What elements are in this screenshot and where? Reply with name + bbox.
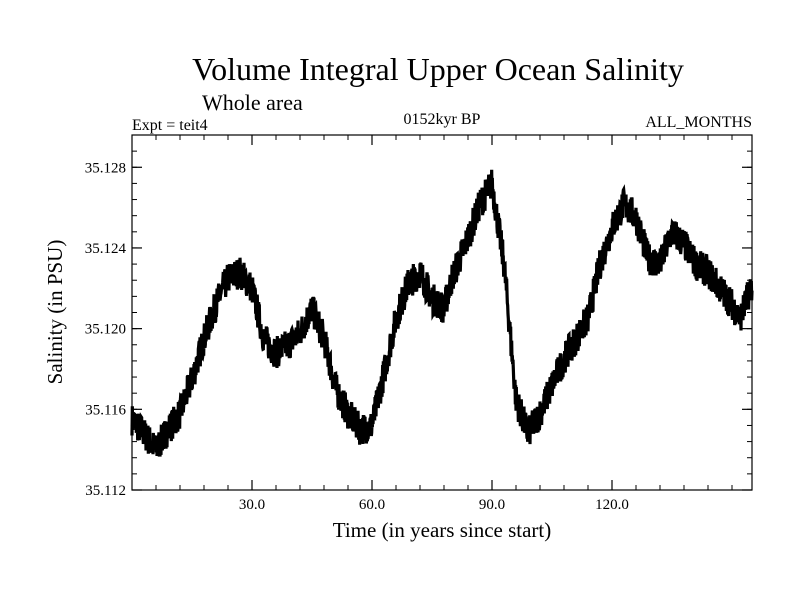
months-label: ALL_MONTHS: [645, 114, 752, 131]
x-axis-label: Time (in years since start): [333, 518, 552, 542]
period-label: 0152kyr BP: [404, 111, 481, 128]
x-axis-ticks: 30.0 60.0 90.0 120.0: [239, 135, 629, 513]
x-tick-label: 90.0: [479, 497, 505, 513]
x-tick-label: 60.0: [359, 497, 385, 513]
chart-subtitle: Whole area: [202, 90, 303, 115]
y-axis-ticks: 35.112 35.116 35.120 35.124 35.128: [85, 160, 752, 499]
y-tick-label: 35.120: [85, 322, 126, 338]
salinity-series-line: [130, 169, 754, 457]
y-axis-label: Salinity (in PSU): [43, 240, 67, 385]
experiment-label: Expt = teit4: [132, 117, 208, 134]
y-tick-label: 35.128: [85, 160, 126, 176]
y-tick-label: 35.116: [85, 402, 126, 418]
y-tick-label: 35.124: [85, 241, 127, 257]
x-tick-label: 120.0: [595, 497, 629, 513]
x-tick-label: 30.0: [239, 497, 265, 513]
y-tick-label: 35.112: [85, 483, 126, 499]
chart-title: Volume Integral Upper Ocean Salinity: [192, 51, 684, 87]
